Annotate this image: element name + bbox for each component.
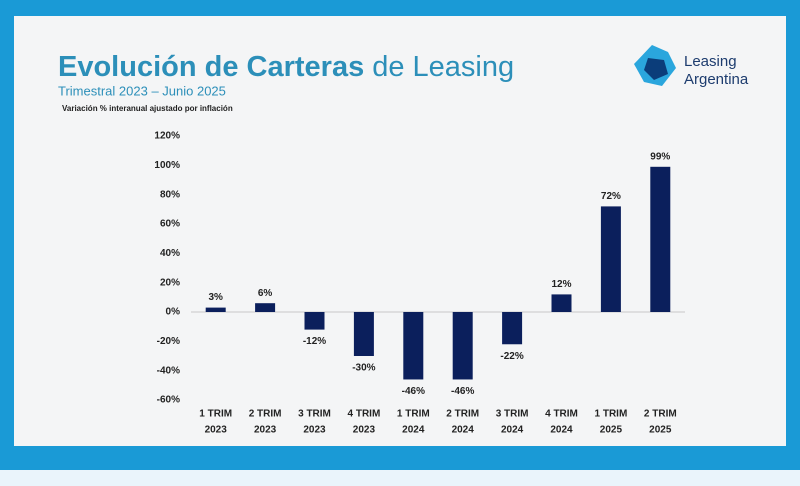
value-label: -22%: [500, 351, 523, 362]
x-tick-label: 2023: [353, 425, 376, 436]
y-tick-label: 40%: [160, 248, 180, 259]
value-label: -46%: [402, 386, 425, 397]
x-tick-label: 2024: [402, 425, 425, 436]
x-tick-label: 2 TRIM: [446, 409, 479, 420]
value-label: 72%: [601, 191, 621, 202]
bar: [255, 303, 276, 312]
bar: [551, 294, 572, 312]
x-tick-label: 1 TRIM: [397, 409, 430, 420]
value-label: -12%: [303, 336, 326, 347]
value-label: -46%: [451, 386, 474, 397]
x-tick-label: 2025: [600, 425, 623, 436]
x-tick-label: 2024: [550, 425, 573, 436]
subtitle: Trimestral 2023 – Junio 2025: [58, 83, 226, 98]
y-tick-label: -40%: [157, 365, 180, 376]
value-label: -30%: [352, 363, 375, 374]
y-axis-label: Variación % interanual ajustado por infl…: [62, 104, 233, 113]
y-tick-label: -20%: [157, 336, 180, 347]
x-tick-label: 3 TRIM: [298, 409, 331, 420]
x-tick-label: 2023: [303, 425, 326, 436]
y-tick-label: 20%: [160, 277, 180, 288]
value-label: 99%: [650, 151, 670, 162]
x-tick-label: 4 TRIM: [348, 409, 381, 420]
x-tick-label: 1 TRIM: [199, 409, 232, 420]
x-tick-label: 3 TRIM: [496, 409, 529, 420]
bar: [502, 312, 523, 345]
y-tick-label: 120%: [154, 131, 180, 142]
x-tick-label: 2 TRIM: [249, 409, 282, 420]
logo: Leasing Argentina: [634, 45, 749, 88]
value-label: 6%: [258, 288, 273, 299]
x-tick-label: 2023: [205, 425, 228, 436]
bar: [403, 312, 424, 380]
y-tick-label: -60%: [157, 395, 180, 406]
y-tick-label: 60%: [160, 219, 180, 230]
bar: [304, 312, 325, 330]
x-tick-label: 2023: [254, 425, 277, 436]
x-tick-label: 1 TRIM: [595, 409, 628, 420]
chart-title: Evolución de Carteras de Leasing: [58, 51, 514, 83]
logo-text: Leasing: [684, 53, 737, 70]
value-label: 3%: [208, 292, 223, 303]
logo-mark-inner: [644, 58, 668, 80]
y-tick-label: 80%: [160, 189, 180, 200]
bar: [205, 307, 226, 312]
x-tick-label: 4 TRIM: [545, 409, 578, 420]
x-tick-label: 2024: [501, 425, 524, 436]
bar: [452, 312, 473, 380]
x-tick-label: 2025: [649, 425, 672, 436]
y-tick-label: 100%: [154, 160, 180, 171]
bar: [650, 166, 671, 312]
y-tick-label: 0%: [166, 307, 181, 318]
logo-text: Argentina: [684, 71, 749, 88]
value-label: 12%: [551, 279, 571, 290]
bar: [353, 312, 374, 356]
x-tick-label: 2 TRIM: [644, 409, 677, 420]
x-tick-label: 2024: [452, 425, 475, 436]
bar: [600, 206, 621, 312]
